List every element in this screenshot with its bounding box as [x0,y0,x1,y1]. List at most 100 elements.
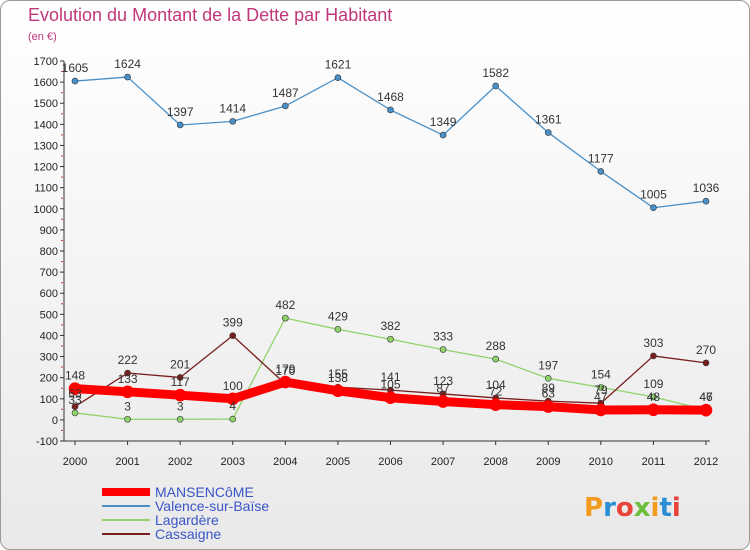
data-label: 155 [328,367,348,381]
data-point [176,121,184,129]
data-label: 270 [696,343,716,357]
y-tick-label: 500 [40,309,58,321]
data-label: 89 [542,381,556,395]
legend-label: MANSENCôME [155,484,254,500]
data-label: 3 [177,399,184,413]
data-point [436,395,450,408]
y-tick-label: 400 [40,330,58,342]
data-point [702,359,710,367]
data-point [384,391,397,405]
x-tick-label: 2012 [694,456,718,468]
y-tick-label: 1000 [34,204,58,216]
data-point [334,326,342,333]
y-tick-label: 300 [40,352,58,364]
data-label: 1624 [114,57,141,71]
data-label: 1468 [377,90,404,104]
data-point [597,168,605,175]
data-point [68,382,82,395]
data-label: 154 [591,367,611,381]
legend-label: Cassaigne [155,526,221,542]
logo-letter: i [651,493,660,523]
data-label: 105 [380,378,400,392]
data-label: 1036 [693,181,720,195]
y-tick-label: 1200 [34,162,58,174]
data-point [121,385,134,399]
chart-title: Evolution du Montant de la Dette par Hab… [28,5,392,25]
x-tick-label: 2009 [536,456,560,468]
y-tick-label: 1600 [34,77,58,89]
data-label: 1005 [640,188,667,202]
legend-label: Lagardère [155,512,219,528]
data-label: 1487 [272,86,299,100]
data-label: 288 [486,339,506,353]
data-point [439,131,447,139]
y-tick-label: 100 [40,394,58,406]
data-label: 63 [542,387,556,401]
data-point [173,388,187,402]
data-point [229,118,237,125]
data-point [647,403,660,417]
x-tick-label: 2011 [642,456,666,468]
data-label: 104 [486,378,506,392]
logo-letter: x [634,493,651,523]
logo-letter: r [603,493,616,523]
data-label: 197 [538,358,558,372]
data-label: 4 [229,399,236,413]
x-tick-label: 2001 [115,456,139,468]
series-0 [68,375,713,417]
data-point [594,403,608,417]
data-label: 482 [275,298,295,312]
series-layer [68,73,713,423]
x-tick-label: 2007 [431,456,455,468]
data-label: 117 [171,375,190,389]
data-label: 48 [647,390,661,404]
x-tick-label: 2000 [63,456,87,468]
data-point [71,77,79,85]
data-label: 133 [118,372,138,386]
data-point [650,204,657,212]
data-point [702,197,710,205]
y-tick-label: 0 [52,415,58,427]
data-label: 179 [275,362,295,376]
data-label: 79 [594,383,608,397]
data-label: 47 [699,390,713,404]
data-label: 100 [223,379,243,393]
data-point [650,393,657,401]
data-point [229,415,237,423]
data-point [331,384,345,398]
data-label: 141 [380,370,400,384]
data-label: 201 [170,357,190,371]
y-tick-label: 600 [40,288,58,300]
y-tick-label: 700 [40,267,58,279]
data-label: 3 [124,399,131,413]
x-tick-label: 2003 [221,456,245,468]
data-point [71,403,79,410]
data-point [544,374,552,382]
data-label: 87 [436,382,450,396]
logo-letter: P [584,493,603,523]
data-point [229,332,237,339]
chart-subtitle: (en €) [28,31,57,43]
data-point [282,102,289,110]
logo-letter: o [616,493,634,523]
data-label: 47 [594,390,608,404]
data-point [492,355,499,363]
data-point [489,398,502,411]
data-point [71,409,79,417]
data-point [282,314,289,322]
data-point [544,129,552,136]
y-tick-label: 1300 [34,140,58,152]
data-label: 1605 [62,61,89,75]
data-point [387,106,394,114]
x-tick-label: 2002 [168,456,192,468]
data-label: 123 [433,374,453,388]
data-point [279,375,292,389]
y-tick-label: 1500 [34,98,58,110]
data-label: 138 [328,371,348,385]
data-label: 333 [433,330,453,344]
x-tick-label: 2004 [273,456,297,468]
data-label: 1361 [535,113,562,127]
data-point [492,82,499,90]
y-tick-label: 200 [40,373,58,385]
